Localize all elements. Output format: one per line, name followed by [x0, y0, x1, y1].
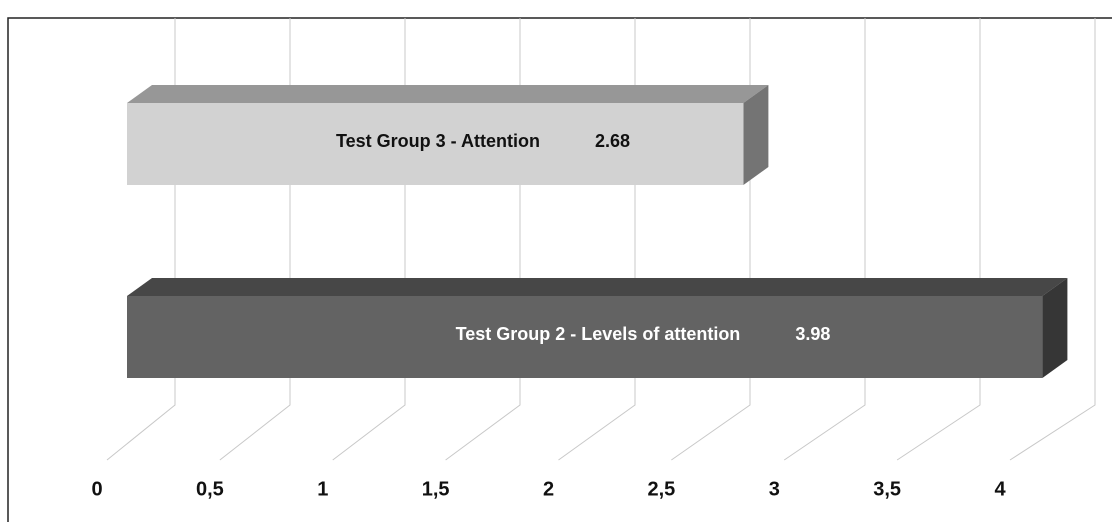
- grid-line: [106, 18, 176, 461]
- x-tick-label: 2,5: [647, 478, 675, 500]
- bar: [127, 103, 744, 185]
- bar-category-label: Test Group 3 - Attention: [336, 131, 540, 151]
- x-tick-label: 2: [543, 478, 554, 500]
- grid-line: [896, 18, 981, 461]
- x-tick-label: 1: [317, 478, 328, 500]
- x-tick-label: 3,5: [873, 478, 901, 500]
- grid-line: [332, 18, 406, 461]
- x-tick-label: 0: [91, 478, 102, 500]
- grid-line: [1009, 18, 1096, 461]
- grid-line: [558, 18, 636, 461]
- bar-side: [743, 85, 769, 185]
- value-label: 3.98: [795, 324, 830, 344]
- grid-line: [783, 18, 866, 461]
- bar-top: [127, 278, 1068, 296]
- grid-line: [445, 18, 521, 461]
- x-tick-label: 4: [994, 478, 1006, 500]
- grid-line: [219, 18, 291, 461]
- bar-side: [1042, 278, 1068, 378]
- value-label: 2.68: [595, 131, 630, 151]
- bar: [127, 296, 1043, 378]
- x-tick-label: 0,5: [196, 478, 224, 500]
- bar-category-label: Test Group 2 - Levels of attention: [456, 324, 741, 344]
- grid-line: [671, 18, 751, 461]
- x-tick-label: 3: [769, 478, 780, 500]
- frame: [7, 17, 1112, 522]
- bar-top: [127, 85, 769, 103]
- x-tick-label: 1,5: [422, 478, 450, 500]
